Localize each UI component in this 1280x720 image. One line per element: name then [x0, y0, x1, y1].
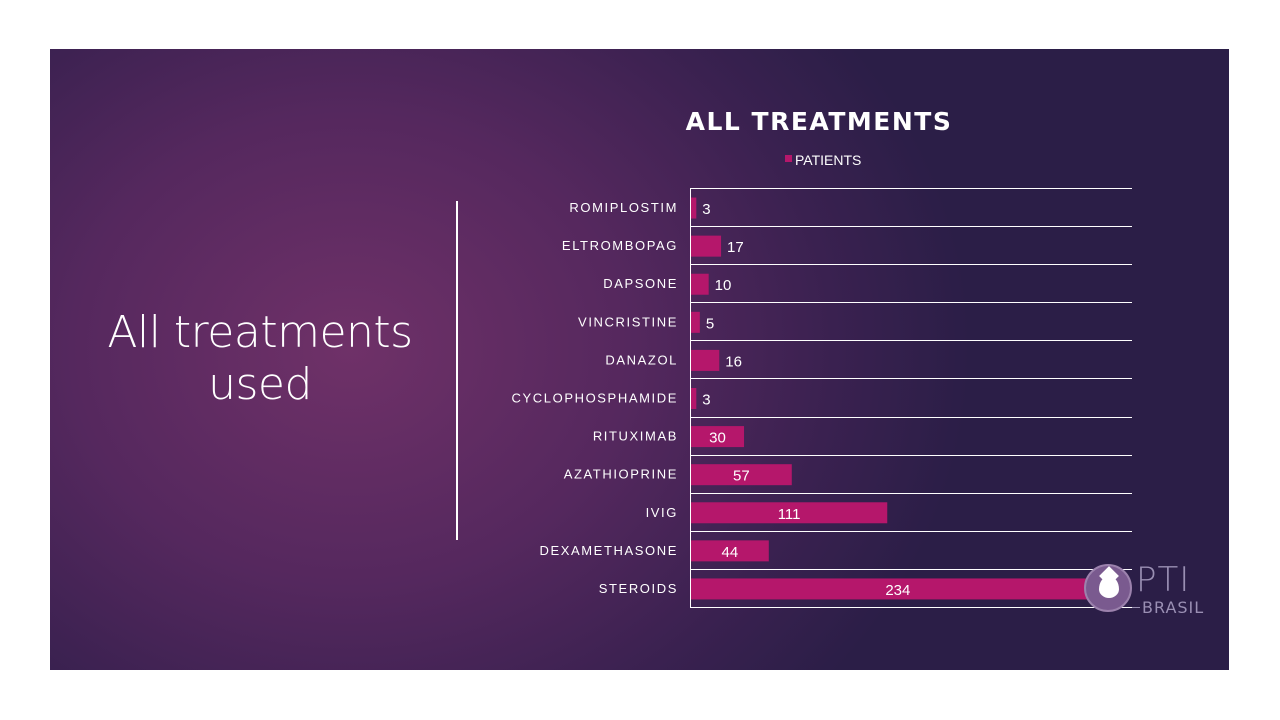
- bar: [691, 311, 700, 333]
- vertical-divider: [456, 201, 458, 540]
- bar: [691, 197, 697, 219]
- bar: [691, 540, 769, 562]
- plot-area: ROMIPLOSTIM 3 ELTROMBOPAG 17 DAPSONE 10 VINCRI…: [512, 188, 1132, 608]
- category-label: RITUXIMAB: [593, 429, 678, 444]
- data-label: 234: [885, 582, 910, 599]
- category-label: CYCLOPHOSPHAMIDE: [512, 391, 678, 406]
- bar: [691, 464, 792, 486]
- slide-heading: All treatments used: [107, 307, 413, 410]
- category-label: ELTROMBOPAG: [562, 238, 678, 253]
- bar: [691, 349, 720, 371]
- bar: [691, 235, 722, 257]
- slide: All treatments used ALL TREATMENTS PATIE…: [50, 49, 1229, 670]
- data-label: 57: [733, 468, 750, 485]
- data-label: 30: [709, 430, 726, 447]
- category-label: IVIG: [646, 505, 678, 520]
- category-label: ROMIPLOSTIM: [569, 200, 678, 215]
- data-label: 16: [725, 353, 742, 370]
- logo-subtitle: BRASIL: [1142, 598, 1205, 617]
- data-label: 17: [727, 239, 744, 256]
- bar-chart: ALL TREATMENTS PATIENTS ROMIPLOSTIM 3 ELTR…: [512, 107, 1132, 608]
- logo-text: PTI: [1136, 560, 1191, 600]
- legend-swatch: [785, 155, 792, 162]
- chart-title: ALL TREATMENTS: [686, 107, 953, 136]
- data-label: 3: [702, 392, 710, 409]
- bar: [691, 578, 1105, 600]
- data-label: 10: [715, 277, 732, 294]
- bar: [691, 273, 709, 295]
- chart-legend: PATIENTS: [785, 152, 861, 168]
- category-label: VINCRISTINE: [578, 314, 678, 329]
- category-label: AZATHIOPRINE: [564, 467, 678, 482]
- category-label: STEROIDS: [599, 581, 678, 596]
- legend-label: PATIENTS: [795, 152, 861, 168]
- data-label: 3: [702, 201, 710, 218]
- category-label: DAPSONE: [603, 276, 678, 291]
- pti-brasil-logo: PTI BRASIL: [1084, 560, 1214, 620]
- drop-logo-icon: [1084, 564, 1132, 612]
- bar: [691, 388, 697, 409]
- category-label: DEXAMETHASONE: [539, 543, 678, 558]
- data-label: 111: [778, 506, 801, 523]
- data-label: 44: [722, 544, 739, 561]
- data-label: 5: [706, 315, 714, 332]
- bar: [691, 502, 888, 524]
- bar: [691, 426, 745, 448]
- category-label: DANAZOL: [605, 352, 678, 367]
